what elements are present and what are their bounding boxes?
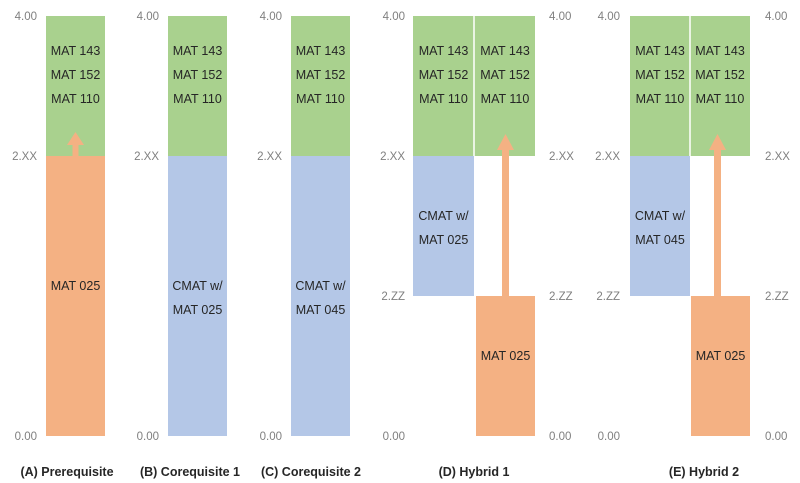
corequisite-block xyxy=(630,156,690,296)
panel-hybrid-1: 4.00 2.XX 2.ZZ 0.00 MAT 143 MAT 152 MAT … xyxy=(380,11,574,479)
panel-title: (D) Hybrid 1 xyxy=(439,465,510,479)
progression-arrow xyxy=(497,134,514,298)
corequisite-label-line-2: MAT 025 xyxy=(173,303,223,317)
axis-tick-4-00: 4.00 xyxy=(549,11,571,23)
panel-title: (E) Hybrid 2 xyxy=(669,465,739,479)
course-label-mat-152: MAT 152 xyxy=(173,68,223,82)
corequisite-block xyxy=(291,156,350,436)
axis-tick-2-zz: 2.ZZ xyxy=(596,291,620,303)
course-label-mat-110: MAT 110 xyxy=(481,92,530,106)
course-label-mat-110: MAT 110 xyxy=(696,92,745,106)
course-label-mat-143: MAT 143 xyxy=(635,44,685,58)
prerequisite-block xyxy=(46,156,105,436)
panel-title: (B) Corequisite 1 xyxy=(140,465,240,479)
axis-tick-2-zz: 2.ZZ xyxy=(549,291,573,303)
panel-corequisite-1: 4.00 2.XX 0.00 MAT 143 MAT 152 MAT 110 C… xyxy=(134,11,240,479)
axis-tick-2-xx: 2.XX xyxy=(12,151,37,163)
course-label-mat-110: MAT 110 xyxy=(173,92,222,106)
course-label-mat-152: MAT 152 xyxy=(419,68,469,82)
panel-hybrid-2: 4.00 2.XX 2.ZZ 0.00 MAT 143 MAT 152 MAT … xyxy=(595,11,790,479)
course-label-mat-152: MAT 152 xyxy=(480,68,530,82)
course-label-mat-110: MAT 110 xyxy=(419,92,468,106)
credit-course-block xyxy=(168,16,227,156)
prerequisite-block xyxy=(476,296,535,436)
axis-tick-4-00: 4.00 xyxy=(598,11,620,23)
axis-tick-2-xx: 2.XX xyxy=(595,151,620,163)
corequisite-label-line-1: CMAT w/ xyxy=(295,279,346,293)
axis-tick-2-xx: 2.XX xyxy=(134,151,159,163)
course-label-mat-143: MAT 143 xyxy=(173,44,223,58)
corequisite-label-line-2: MAT 045 xyxy=(635,233,685,247)
course-label-mat-143: MAT 143 xyxy=(51,44,101,58)
prerequisite-block xyxy=(691,296,750,436)
axis-tick-2-xx: 2.XX xyxy=(380,151,405,163)
axis-tick-4-00: 4.00 xyxy=(383,11,405,23)
axis-tick-2-xx: 2.XX xyxy=(549,151,574,163)
axis-tick-0-00: 0.00 xyxy=(549,431,571,443)
course-label-mat-110: MAT 110 xyxy=(636,92,685,106)
axis-tick-0-00: 0.00 xyxy=(137,431,159,443)
axis-tick-4-00: 4.00 xyxy=(260,11,282,23)
axis-tick-0-00: 0.00 xyxy=(15,431,37,443)
course-label-mat-110: MAT 110 xyxy=(51,92,100,106)
panel-title: (A) Prerequisite xyxy=(20,465,113,479)
prerequisite-label: MAT 025 xyxy=(481,349,531,363)
axis-tick-0-00: 0.00 xyxy=(260,431,282,443)
course-label-mat-143: MAT 143 xyxy=(296,44,346,58)
corequisite-block xyxy=(413,156,474,296)
course-label-mat-143: MAT 143 xyxy=(695,44,745,58)
prerequisite-label: MAT 025 xyxy=(51,279,101,293)
corequisite-label-line-1: CMAT w/ xyxy=(172,279,223,293)
corequisite-label-line-2: MAT 045 xyxy=(296,303,346,317)
course-label-mat-152: MAT 152 xyxy=(51,68,101,82)
corequisite-label-line-1: CMAT w/ xyxy=(635,209,686,223)
axis-tick-4-00: 4.00 xyxy=(137,11,159,23)
progression-arrow xyxy=(709,134,726,298)
progression-arrow xyxy=(67,132,84,158)
course-label-mat-152: MAT 152 xyxy=(635,68,685,82)
axis-tick-0-00: 0.00 xyxy=(765,431,787,443)
axis-tick-4-00: 4.00 xyxy=(765,11,787,23)
axis-tick-2-xx: 2.XX xyxy=(257,151,282,163)
credit-course-block xyxy=(291,16,350,156)
course-label-mat-143: MAT 143 xyxy=(419,44,469,58)
axis-tick-2-zz: 2.ZZ xyxy=(381,291,405,303)
prerequisite-label: MAT 025 xyxy=(696,349,746,363)
panel-prerequisite: 4.00 2.XX 0.00 MAT 143 MAT 152 MAT 110 M… xyxy=(12,11,114,479)
course-label-mat-152: MAT 152 xyxy=(695,68,745,82)
axis-tick-0-00: 0.00 xyxy=(383,431,405,443)
course-label-mat-110: MAT 110 xyxy=(296,92,345,106)
course-label-mat-152: MAT 152 xyxy=(296,68,346,82)
axis-tick-2-zz: 2.ZZ xyxy=(765,291,789,303)
axis-tick-0-00: 0.00 xyxy=(598,431,620,443)
panel-title: (C) Corequisite 2 xyxy=(261,465,361,479)
course-label-mat-143: MAT 143 xyxy=(480,44,530,58)
panel-corequisite-2: 4.00 2.XX 0.00 MAT 143 MAT 152 MAT 110 C… xyxy=(257,11,361,479)
axis-tick-4-00: 4.00 xyxy=(15,11,37,23)
corequisite-block xyxy=(168,156,227,436)
corequisite-label-line-1: CMAT w/ xyxy=(418,209,469,223)
corequisite-label-line-2: MAT 025 xyxy=(419,233,469,247)
axis-tick-2-xx: 2.XX xyxy=(765,151,790,163)
